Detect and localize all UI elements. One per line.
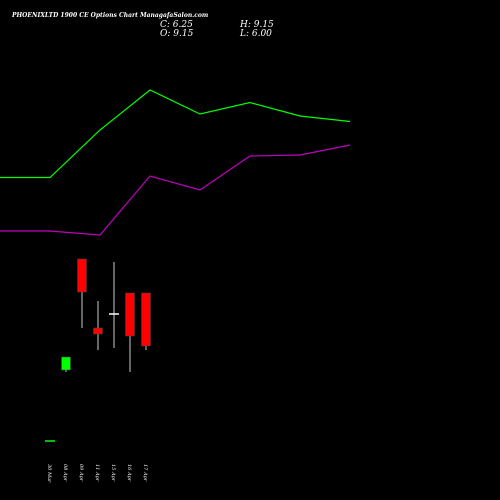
x-tick-label: 08 Apr (62, 464, 68, 482)
x-tick-label: 09 Apr (78, 464, 84, 482)
candle-body (61, 356, 71, 371)
candle-17-apr (141, 292, 151, 350)
low-readout: L: 6.00 (240, 29, 272, 39)
candle-16-apr (125, 292, 135, 372)
chart-title: PHOENIXLTD 1900 CE Options Chart Managaf… (12, 12, 209, 19)
candle-body (141, 292, 151, 347)
x-tick-label: 11 Apr (94, 464, 100, 482)
x-tick-label: 17 Apr (142, 464, 148, 482)
high-readout: H: 9.15 (240, 20, 274, 30)
candle-body (125, 292, 135, 337)
close-readout: C: 6.25 (160, 20, 193, 30)
candle-09-apr (77, 258, 87, 328)
candles (45, 258, 151, 442)
x-axis-tick-labels: 30 Mar 08 Apr 09 Apr 11 Apr 15 Apr 16 Apr 17 A… (46, 464, 148, 483)
candle-15-apr (109, 262, 119, 348)
indicator-line-2 (0, 144, 351, 236)
candle-body (77, 258, 87, 293)
x-tick-label: 30 Mar (46, 464, 52, 483)
indicator-lines (0, 89, 351, 236)
indicator-line-1 (0, 89, 351, 179)
x-tick-label: 15 Apr (110, 464, 116, 482)
candle-08-apr (61, 356, 71, 372)
candle-11-apr (93, 301, 103, 350)
x-tick-label: 16 Apr (126, 464, 132, 482)
open-readout: O: 9.15 (160, 29, 194, 39)
candle-body (93, 327, 103, 335)
